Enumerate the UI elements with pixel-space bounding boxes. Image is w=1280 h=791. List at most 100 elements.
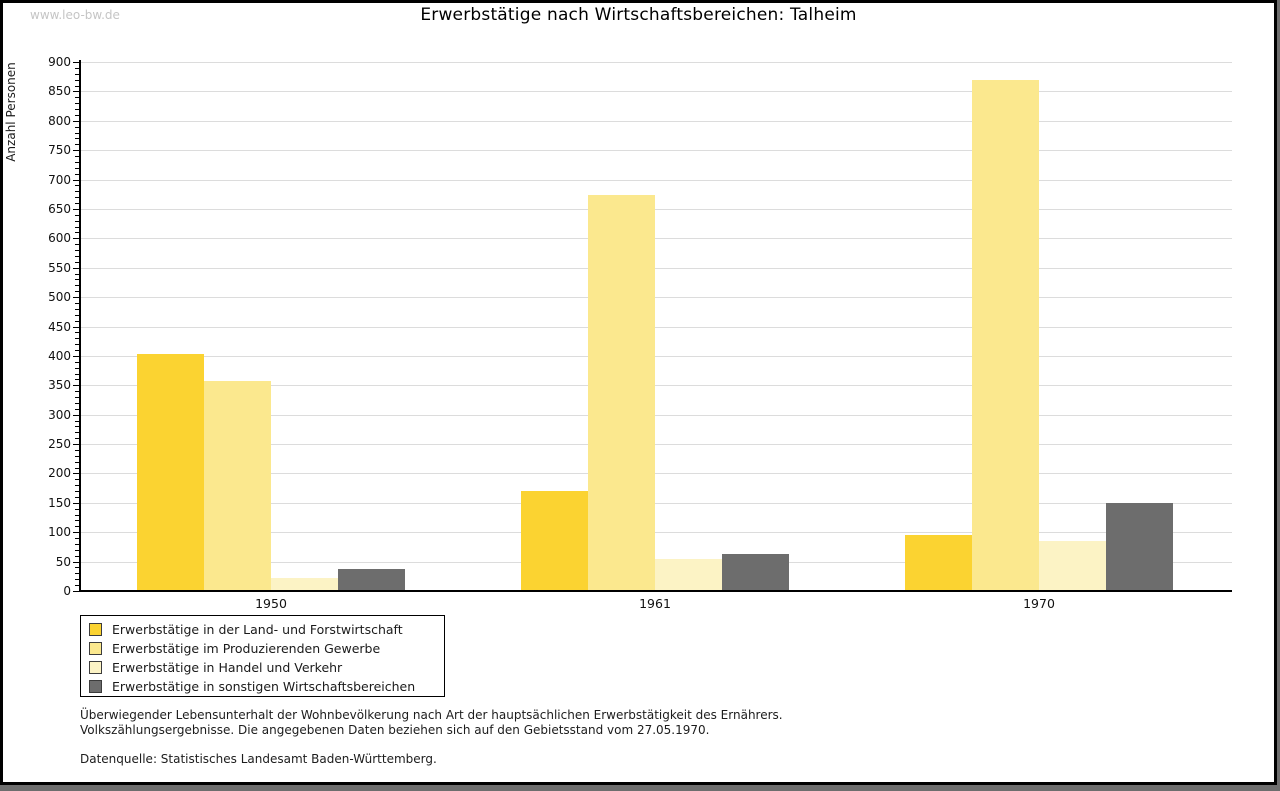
y-minor-tick	[75, 567, 79, 569]
legend-item-2: Erwerbstätige im Produzierenden Gewerbe	[89, 639, 444, 658]
y-gridline	[79, 179, 1232, 181]
bar-1961-s3	[655, 558, 722, 591]
y-minor-tick	[75, 308, 79, 310]
y-minor-tick	[75, 191, 79, 193]
y-major-tick	[73, 297, 79, 299]
y-minor-tick	[75, 397, 79, 399]
bar-1970-s3	[1039, 541, 1106, 591]
y-minor-tick	[75, 373, 79, 375]
bar-1970-s2	[972, 79, 1039, 591]
bar-1961-s1	[521, 491, 588, 591]
y-major-tick	[73, 355, 79, 357]
y-tick-label: 0	[63, 584, 71, 598]
y-tick-label: 150	[48, 495, 71, 510]
y-minor-tick	[75, 197, 79, 199]
y-minor-tick	[75, 79, 79, 81]
y-minor-tick	[75, 485, 79, 487]
y-minor-tick	[75, 255, 79, 257]
y-minor-tick	[75, 97, 79, 99]
y-minor-tick	[75, 573, 79, 575]
y-tick-label: 600	[48, 231, 71, 246]
y-major-tick	[73, 502, 79, 504]
y-gridline	[79, 267, 1232, 269]
y-minor-tick	[75, 314, 79, 316]
y-minor-tick	[75, 367, 79, 369]
y-minor-tick	[75, 426, 79, 428]
legend-swatch-icon	[89, 642, 102, 655]
y-minor-tick	[75, 402, 79, 404]
y-minor-tick	[75, 203, 79, 205]
y-minor-tick	[75, 232, 79, 234]
y-tick-label: 400	[48, 348, 71, 363]
y-axis-line	[79, 60, 81, 592]
bar-1950-s4	[338, 568, 405, 591]
y-minor-tick	[75, 273, 79, 275]
bar-1970-s4	[1106, 502, 1173, 591]
x-tick-label: 1950	[255, 596, 287, 611]
bar-1950-s2	[204, 380, 271, 591]
y-minor-tick	[75, 432, 79, 434]
plot-area: 0 50 100 150 200 250 300 350 400 450 500 550 600 650 7…	[3, 3, 1274, 782]
y-major-tick	[73, 238, 79, 240]
y-minor-tick	[75, 585, 79, 587]
y-tick-label: 800	[48, 113, 71, 128]
y-gridline	[79, 120, 1232, 122]
y-gridline	[79, 473, 1232, 475]
y-minor-tick	[75, 261, 79, 263]
y-major-tick	[73, 62, 79, 63]
y-minor-tick	[75, 514, 79, 516]
y-minor-tick	[75, 491, 79, 493]
y-major-tick	[73, 532, 79, 534]
y-minor-tick	[75, 73, 79, 75]
y-tick-label: 900	[48, 55, 71, 69]
y-minor-tick	[75, 220, 79, 222]
y-tick-label: 850	[48, 84, 71, 99]
y-gridline	[79, 385, 1232, 387]
y-minor-tick	[75, 103, 79, 105]
y-tick-label: 750	[48, 143, 71, 158]
y-major-tick	[73, 120, 79, 122]
y-minor-tick	[75, 538, 79, 540]
y-minor-tick	[75, 320, 79, 322]
y-minor-tick	[75, 173, 79, 175]
x-tick-label: 1961	[639, 596, 671, 611]
y-minor-tick	[75, 455, 79, 457]
legend-label: Erwerbstätige im Produzierenden Gewerbe	[112, 641, 381, 656]
y-minor-tick	[75, 138, 79, 140]
y-tick-label: 450	[48, 319, 71, 334]
y-major-tick	[73, 444, 79, 446]
footnote-line-2: Volkszählungsergebnisse. Die angegebenen…	[80, 723, 710, 737]
legend-item-4: Erwerbstätige in sonstigen Wirtschaftsbe…	[89, 677, 444, 696]
y-minor-tick	[75, 461, 79, 463]
footnote-block: Überwiegender Lebensunterhalt der Wohnbe…	[80, 708, 783, 767]
y-minor-tick	[75, 285, 79, 287]
y-minor-tick	[75, 332, 79, 334]
y-gridline	[79, 502, 1232, 504]
data-source-line: Datenquelle: Statistisches Landesamt Bad…	[80, 752, 437, 766]
y-tick-label: 550	[48, 260, 71, 275]
y-major-tick	[73, 150, 79, 152]
y-major-tick	[73, 179, 79, 181]
y-minor-tick	[75, 420, 79, 422]
bar-1961-s2	[588, 195, 655, 591]
bar-1950-s1	[137, 354, 204, 591]
bar-1970-s1	[905, 535, 972, 591]
y-major-tick	[73, 267, 79, 269]
y-minor-tick	[75, 250, 79, 252]
bar-1961-s4	[722, 553, 789, 591]
y-minor-tick	[75, 126, 79, 128]
bar-1950-s3	[271, 578, 338, 591]
y-minor-tick	[75, 361, 79, 363]
y-minor-tick	[75, 132, 79, 134]
y-minor-tick	[75, 338, 79, 340]
y-tick-label: 250	[48, 437, 71, 452]
y-minor-tick	[75, 496, 79, 498]
y-tick-label: 700	[48, 172, 71, 187]
legend-swatch-icon	[89, 661, 102, 674]
y-minor-tick	[75, 185, 79, 187]
footnote-line-1: Überwiegender Lebensunterhalt der Wohnbe…	[80, 708, 783, 722]
y-gridline	[79, 150, 1232, 152]
y-major-tick	[73, 326, 79, 328]
